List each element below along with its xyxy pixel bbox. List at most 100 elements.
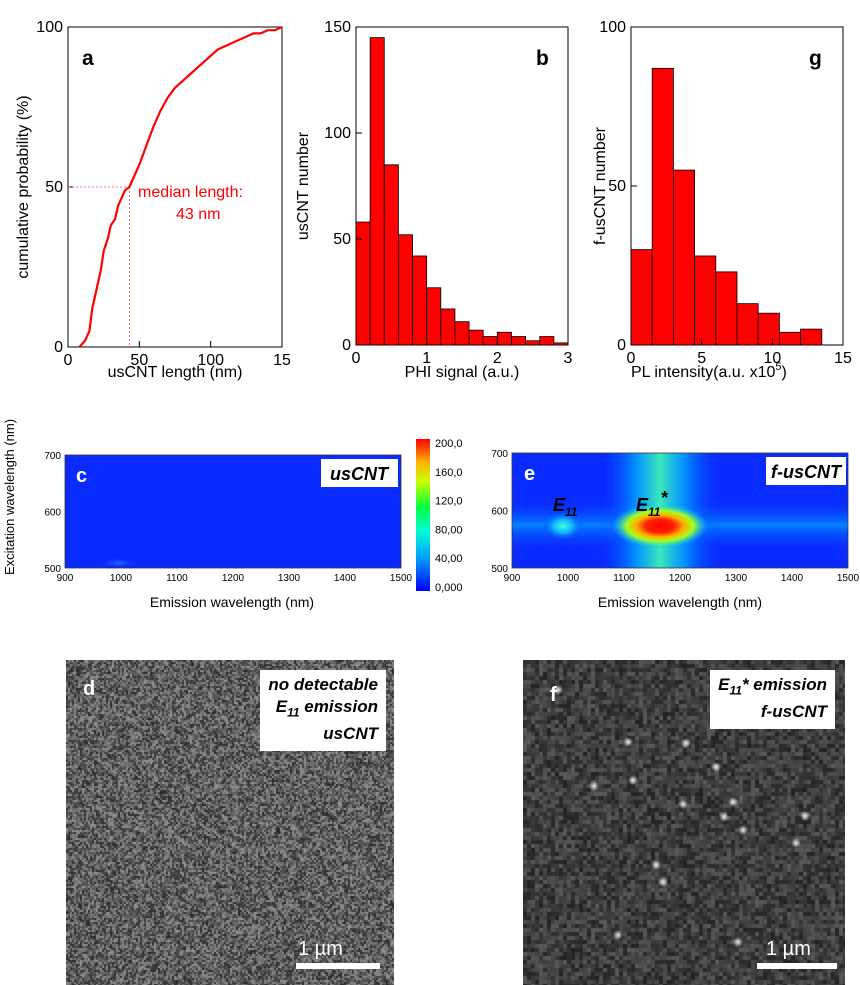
- panel-letter: d: [83, 678, 96, 700]
- label-line-2: f-usCNT: [760, 702, 827, 722]
- x-tick-label: 5: [697, 350, 706, 367]
- x-tick-label: 0: [352, 350, 361, 367]
- sample-tag: f-usCNT: [771, 462, 843, 482]
- axis-ticks: 0 5 10 15 0 50 100: [599, 19, 852, 367]
- histogram-bars: [630, 67, 823, 346]
- x-tick-label: 100: [197, 352, 224, 369]
- y-tick-label: 100: [36, 19, 63, 36]
- histogram-bar: [715, 271, 738, 346]
- x-tick-label: 1200: [222, 573, 245, 584]
- median-annotation: median length:: [138, 184, 243, 201]
- excitation-emission-maps: usCNT c 900 1000 1100 1200 1300 1400 1500 500 60…: [2, 419, 860, 610]
- y-tick-label: 0: [342, 337, 351, 354]
- panel-letter: f: [550, 684, 557, 706]
- x-tick-label: 1400: [781, 573, 804, 584]
- median-value: 43 nm: [176, 206, 220, 223]
- histogram-bar: [496, 331, 512, 346]
- x-tick-label: 1000: [110, 573, 133, 584]
- cumulative-line: [78, 25, 283, 348]
- histogram-bar: [694, 255, 717, 346]
- panel-g-histogram: 0 5 10 15 0 50 100 g PL intensity(a.u. x105) f…: [592, 19, 852, 381]
- histogram-bar: [454, 321, 470, 346]
- y-tick-label: 50: [45, 179, 63, 196]
- label-box: E11* emission f-usCNT: [710, 670, 835, 730]
- histogram-bar: [426, 287, 442, 346]
- label-line-1: no detectable: [268, 675, 378, 694]
- histogram-bar: [355, 221, 371, 346]
- histogram-bar: [757, 312, 780, 346]
- scalebar-label: 1 µm: [298, 938, 343, 960]
- histogram-bar: [800, 328, 823, 346]
- histogram-bar: [778, 331, 801, 346]
- panel-letter: e: [524, 463, 535, 485]
- histogram-bar: [651, 67, 674, 346]
- colorbar-tick-label: 200,0: [435, 438, 463, 450]
- x-tick-label: 15: [834, 350, 852, 367]
- x-tick-label: 0: [627, 350, 636, 367]
- y-tick-label: 100: [599, 19, 626, 36]
- axis-ticks: 900 1000 1100 1200 1300 1400 1500 500 600 700: [44, 451, 412, 584]
- panel-letter: a: [82, 47, 94, 70]
- histogram-bar: [736, 303, 759, 346]
- axis-ticks: 0 1 2 3 0 50 100 150: [324, 19, 572, 367]
- x-axis-label: Emission wavelength (nm): [598, 594, 762, 610]
- heatmap-c: usCNT c 900 1000 1100 1200 1300 1400 1500 500 60…: [2, 419, 413, 610]
- histogram-bars: [355, 37, 569, 346]
- histogram-bar: [468, 329, 484, 346]
- y-axis-label: f-usCNT number: [592, 126, 609, 245]
- y-tick-label: 100: [324, 125, 351, 142]
- scalebar-label: 1 µm: [766, 938, 811, 960]
- colorbar-ticks: 200,0 160,0 120,0 80,00 40,00 0,000: [435, 438, 463, 594]
- axis-ticks: 900 1000 1100 1200 1300 1400 1500 500 600 700: [491, 449, 859, 584]
- histogram-bar: [383, 164, 399, 346]
- histogram-bar: [553, 342, 569, 346]
- histogram-bar: [412, 255, 428, 346]
- histogram-bar: [630, 249, 653, 346]
- sample-tag-box: [766, 457, 846, 485]
- histogram-bar: [511, 336, 526, 346]
- panel-letter: c: [76, 465, 87, 487]
- colorbar-tick-label: 120,0: [435, 496, 463, 508]
- x-tick-label: 1: [422, 350, 431, 367]
- x-tick-label: 1500: [390, 573, 413, 584]
- y-tick-label: 500: [44, 564, 61, 575]
- x-tick-label: 0: [64, 352, 73, 369]
- y-tick-label: 0: [54, 339, 63, 356]
- y-axis-label: Excitation wavelength (nm): [2, 419, 17, 575]
- x-tick-label: 2: [493, 350, 502, 367]
- y-tick-label: 600: [44, 508, 61, 519]
- colorbar-tick-label: 0,000: [435, 582, 463, 594]
- x-axis-label: PHI signal (a.u.): [405, 364, 520, 381]
- panel-letter: g: [809, 47, 822, 70]
- panel-b-histogram: 0 1 2 3 0 50 100 150 b PHI signal (a.u.) usCNT …: [295, 19, 573, 381]
- colorbar: 200,0 160,0 120,0 80,00 40,00 0,000: [416, 438, 463, 594]
- colorbar-gradient: [416, 439, 430, 591]
- histogram-bar: [673, 169, 696, 346]
- panel-letter: b: [536, 47, 549, 70]
- x-tick-label: 1300: [725, 573, 748, 584]
- e11-star-label: E11*: [636, 488, 668, 519]
- x-tick-label: 1100: [613, 573, 635, 584]
- panel-f-image: f E11* emission f-usCNT 1 µm: [523, 660, 845, 985]
- y-tick-label: 600: [491, 507, 508, 518]
- heatmap-frame: [511, 452, 849, 569]
- x-tick-label: 10: [763, 350, 781, 367]
- y-tick-label: 700: [491, 449, 508, 460]
- histogram-bar: [482, 336, 498, 346]
- colorbar-tick-label: 40,00: [435, 553, 463, 565]
- y-tick-label: 50: [333, 231, 351, 248]
- scalebar: [757, 963, 837, 969]
- heatmap-frame: [64, 454, 402, 569]
- sample-tag-box: [321, 459, 398, 487]
- histogram-bar: [525, 340, 541, 346]
- y-tick-label: 150: [324, 19, 351, 36]
- y-tick-label: 50: [608, 178, 626, 195]
- x-tick-label: 900: [57, 573, 74, 584]
- x-tick-label: 900: [504, 573, 521, 584]
- scalebar: [296, 963, 380, 969]
- x-tick-label: 1500: [837, 573, 860, 584]
- label-box: no detectable E11 emission usCNT: [260, 670, 386, 752]
- panel-d-image: d no detectable E11 emission usCNT 1 µm: [66, 660, 394, 985]
- x-tick-label: 1400: [334, 573, 357, 584]
- y-tick-label: 500: [491, 564, 508, 575]
